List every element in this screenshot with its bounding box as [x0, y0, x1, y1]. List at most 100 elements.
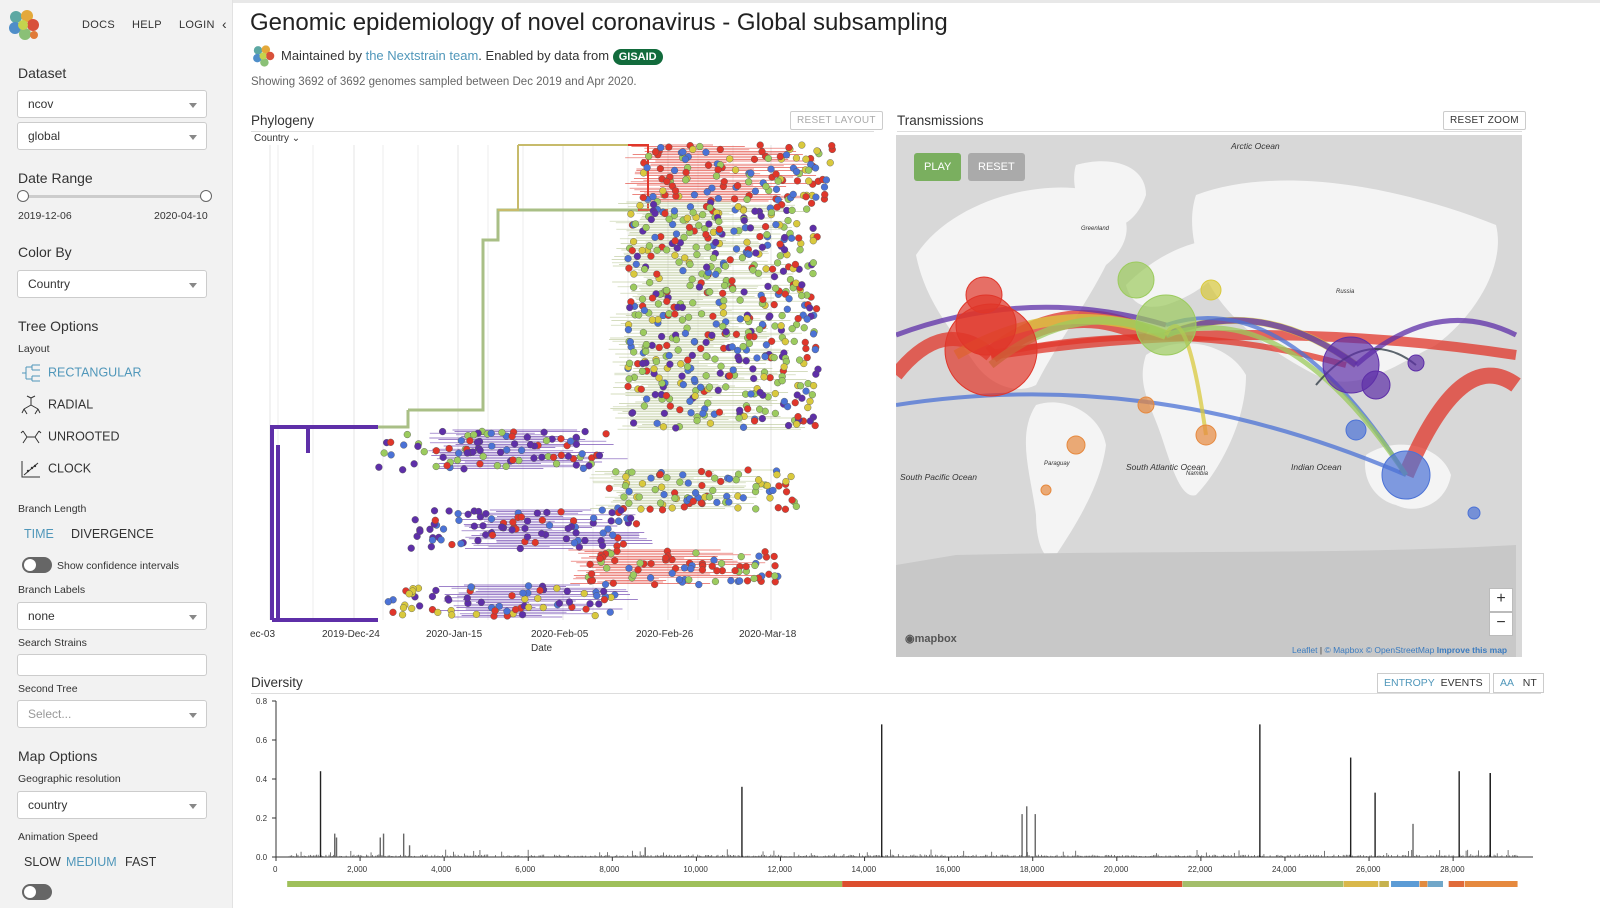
tree-tip-node [693, 250, 701, 259]
tree-tip-node [721, 262, 730, 270]
aa-option[interactable]: AA [1500, 677, 1515, 689]
tree-tip-node [553, 584, 561, 592]
tree-tip-node [646, 278, 654, 287]
tree-tip-node [625, 264, 633, 272]
tree-x-tick-label: 2020-Feb-05 [531, 629, 589, 640]
entropy-option[interactable]: ENTROPY [1384, 677, 1435, 689]
entropy-chart[interactable]: 0.0 0.2 0.4 0.6 0.8 0 2,000 4,000 6,000 8,000 10,0… [233, 693, 1600, 908]
layout-unrooted[interactable]: UNROOTED [20, 427, 120, 447]
phylogeny-color-dropdown[interactable]: Country ⌄ [254, 133, 300, 144]
tree-tip-node [769, 486, 777, 495]
confidence-toggle[interactable] [22, 557, 52, 573]
branch-labels-select[interactable]: none [17, 602, 207, 630]
tree-tip-node [809, 330, 818, 338]
tree-tip-node [746, 332, 754, 341]
tree-tip-node [649, 200, 658, 209]
chevron-left-icon[interactable]: ‹ [222, 16, 227, 32]
tree-tip-node [685, 313, 693, 321]
date-range-start-handle[interactable] [17, 190, 29, 202]
tree-tip-node [750, 374, 758, 383]
osm-link[interactable]: © OpenStreetMap [1365, 645, 1435, 655]
layout-clock[interactable]: CLOCK [20, 459, 91, 479]
mapbox-logo[interactable]: ◉mapbox [905, 632, 957, 645]
tree-tip-node [771, 284, 780, 292]
second-tree-select[interactable]: Select... [17, 700, 207, 728]
tree-tip-node [636, 559, 644, 567]
tree-tip-node [719, 309, 728, 317]
date-range-track[interactable] [23, 195, 206, 198]
tree-tip-node [482, 531, 490, 539]
improve-map-link[interactable]: Improve this map [1436, 645, 1508, 655]
tree-tip-node [804, 403, 812, 412]
transmission-map[interactable]: Arctic Ocean Greenland Russia South Pacific… [896, 135, 1522, 657]
tree-tip-node [704, 243, 712, 251]
tree-tip-node [619, 540, 627, 548]
nav-docs[interactable]: DOCS [82, 19, 115, 31]
branch-length-time-button[interactable]: TIME [24, 527, 54, 541]
tree-tip-node [399, 466, 407, 474]
tree-tip-node [735, 414, 743, 422]
phylogeny-tree[interactable]: ec-03 2019-Dec-24 2020-Jan-15 2020-Feb-05 20… [248, 140, 878, 655]
dataset-select[interactable]: ncov [17, 90, 207, 118]
geo-res-select[interactable]: country [17, 791, 207, 819]
speed-fast-button[interactable]: FAST [125, 855, 157, 869]
tree-tip-node [552, 460, 561, 468]
entropy-events-toggle[interactable]: ENTROPY EVENTS [1377, 673, 1490, 693]
tree-tip-node [629, 571, 637, 579]
events-option[interactable]: EVENTS [1440, 677, 1483, 689]
nav-help[interactable]: HELP [132, 19, 162, 31]
layout-rectangular[interactable]: RECTANGULAR [20, 363, 142, 383]
tree-tip-node [681, 329, 690, 338]
leaflet-link[interactable]: Leaflet [1292, 645, 1318, 655]
tree-tip-node [740, 216, 748, 225]
layout-radial[interactable]: RADIAL [20, 395, 93, 415]
tree-tip-node [637, 505, 645, 513]
reset-zoom-button[interactable]: RESET ZOOM [1443, 111, 1526, 130]
tree-tip-node [410, 460, 418, 468]
tree-tip-node [784, 216, 792, 225]
speed-slow-button[interactable]: SLOW [24, 855, 61, 869]
tree-tip-node [533, 509, 541, 517]
color-by-select[interactable]: Country [17, 270, 207, 298]
date-range-end-handle[interactable] [200, 190, 212, 202]
map-canvas[interactable]: Arctic Ocean Greenland Russia South Pacific… [896, 135, 1522, 657]
tree-tip-node [503, 607, 511, 615]
map-reset-button[interactable]: RESET [968, 153, 1025, 181]
reset-layout-button[interactable]: RESET LAYOUT [790, 111, 883, 130]
entropy-y-tick-label: 0.0 [256, 853, 268, 862]
branch-length-divergence-button[interactable]: DIVERGENCE [71, 527, 154, 541]
nextstrain-logo-icon[interactable] [6, 8, 40, 42]
tree-tip-node [734, 504, 742, 512]
tree-tip-node [624, 254, 632, 263]
nav-login[interactable]: LOGIN [179, 19, 215, 31]
aa-nt-toggle[interactable]: AA NT [1493, 673, 1544, 693]
zoom-in-button[interactable]: + [1489, 588, 1513, 612]
tree-tip-node [539, 603, 547, 612]
tree-tip-node [509, 518, 517, 526]
play-button[interactable]: PLAY [914, 153, 962, 181]
gisaid-logo[interactable]: GISAID [612, 48, 663, 65]
tree-tip-node [761, 548, 769, 556]
tree-tip-node [743, 577, 752, 585]
tree-tip-node [632, 520, 641, 528]
tree-tip-node [564, 524, 572, 533]
caret-down-icon [189, 804, 197, 809]
speed-medium-button[interactable]: MEDIUM [66, 855, 117, 869]
search-strains-input[interactable] [17, 654, 207, 676]
nextstrain-team-link[interactable]: the Nextstrain team [365, 48, 479, 63]
mapbox-link[interactable]: © Mapbox [1324, 645, 1364, 655]
tree-tip-node [702, 148, 710, 156]
branch-labels-label: Branch Labels [18, 584, 86, 596]
tree-tip-node [798, 141, 806, 149]
dataset-sub-select[interactable]: global [17, 122, 207, 150]
zoom-out-button[interactable]: − [1489, 612, 1513, 636]
tree-tip-node [720, 281, 729, 290]
animation-loop-toggle[interactable] [22, 884, 52, 900]
tree-tip-node [638, 246, 646, 255]
tree-tip-node [706, 419, 715, 427]
tree-tip-node [542, 436, 551, 445]
tree-tip-node [642, 223, 650, 232]
tree-tip-node [716, 369, 724, 377]
caret-down-icon [189, 135, 197, 140]
nt-option[interactable]: NT [1522, 677, 1537, 689]
